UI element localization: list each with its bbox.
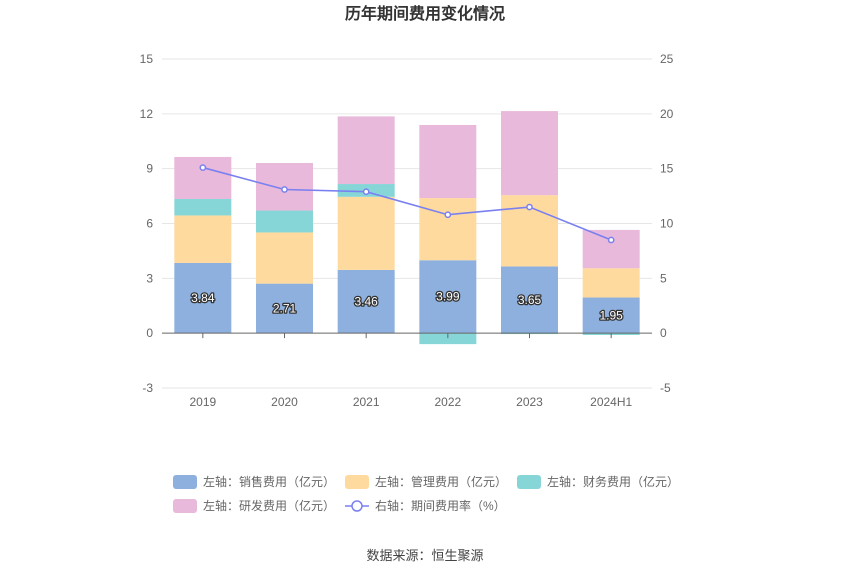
left-tick-label: 6: [146, 217, 153, 231]
bar-segment: [256, 232, 313, 284]
bar-segment: [501, 266, 558, 334]
rate-point: [444, 211, 452, 219]
bars: [174, 111, 640, 345]
right-tick-label: 15: [660, 162, 674, 176]
legend-label: 左轴：管理费用（亿元）: [375, 474, 507, 489]
bar-segment: [174, 199, 232, 216]
axes: -3 0 3 6 9 12 15 -5 0 5 10 15 20 25 2019 2020 2021 2022 20…: [140, 52, 674, 409]
right-tick-label: 20: [660, 107, 674, 121]
left-tick-label: 12: [140, 107, 154, 121]
bar-segment: [174, 262, 232, 334]
bar-segment: [582, 268, 640, 298]
right-tick-label: 25: [660, 52, 674, 66]
grid: [162, 58, 652, 389]
rate-point: [526, 203, 533, 211]
legend-label: 右轴：期间费用率（%）: [375, 498, 506, 513]
x-tick-label: 2019: [189, 395, 216, 409]
legend-swatch: [173, 499, 197, 513]
legend-swatch: [345, 475, 369, 489]
right-tick-label: 0: [660, 326, 667, 340]
left-tick-label: -3: [142, 381, 153, 395]
right-tick-label: 5: [660, 271, 667, 285]
legend-swatch: [517, 475, 541, 489]
chart-title: 历年期间费用变化情况: [345, 4, 505, 23]
bar-segment: [337, 196, 395, 270]
bar-segment: [337, 269, 395, 334]
legend-label: 左轴：研发费用（亿元）: [203, 498, 335, 513]
right-tick-label: -5: [660, 381, 671, 395]
legend-marker: [351, 500, 363, 512]
legend-item[interactable]: 右轴：期间费用率（%）: [345, 498, 506, 513]
bar-segment: [419, 124, 477, 199]
rate-line: [199, 164, 615, 244]
left-tick-label: 3: [146, 271, 153, 285]
bar-value-label: 3.65: [518, 293, 542, 307]
legend-item[interactable]: 左轴：财务费用（亿元）: [517, 474, 679, 489]
x-tick-label: 2023: [516, 395, 543, 409]
bar-segment: [256, 210, 313, 233]
bar-value-label: 3.84: [191, 291, 215, 305]
x-tick-label: 2021: [353, 395, 380, 409]
rate-point: [199, 164, 207, 171]
bar-segment: [337, 116, 395, 185]
left-tick-label: 0: [146, 326, 153, 340]
bar-value-label: 1.95: [599, 308, 623, 322]
rate-point: [362, 188, 370, 196]
rate-point: [607, 236, 615, 244]
bar-segment: [582, 229, 640, 269]
legend-item[interactable]: 左轴：管理费用（亿元）: [345, 474, 507, 489]
right-tick-label: 10: [660, 217, 674, 231]
x-tick-label: 2020: [271, 395, 298, 409]
bar-segment: [174, 156, 232, 200]
legend-item[interactable]: 左轴：研发费用（亿元）: [173, 498, 335, 513]
legend-item[interactable]: 左轴：销售费用（亿元）: [173, 474, 335, 489]
bar-segment: [174, 215, 232, 263]
bar-segment: [419, 198, 477, 261]
rate-point: [281, 186, 288, 193]
data-labels: 3.84 2.71 3.46 3.99 3.65 1.95: [190, 288, 625, 323]
legend-label: 左轴：财务费用（亿元）: [547, 474, 679, 489]
rate-line-path: [202, 166, 612, 241]
x-tick-label: 2024H1: [590, 395, 632, 409]
bar-segment: [582, 297, 640, 334]
legend-label: 左轴：销售费用（亿元）: [203, 474, 335, 489]
bar-value-label: 3.46: [354, 295, 378, 309]
left-tick-label: 9: [146, 162, 153, 176]
data-source: 数据来源：恒生聚源: [366, 548, 484, 563]
x-tick-label: 2022: [434, 395, 461, 409]
bar-segment: [419, 333, 477, 345]
legend-swatch: [173, 475, 197, 489]
bar-value-label: 2.71: [273, 301, 297, 315]
bar-segment: [256, 283, 313, 334]
bar-value-label: 3.99: [436, 290, 460, 304]
bar-segment: [501, 111, 558, 196]
legend[interactable]: 左轴：销售费用（亿元） 左轴：管理费用（亿元） 左轴：财务费用（亿元） 左轴：研发费用…: [173, 474, 679, 513]
left-tick-label: 15: [140, 52, 154, 66]
bar-segment: [419, 260, 477, 334]
